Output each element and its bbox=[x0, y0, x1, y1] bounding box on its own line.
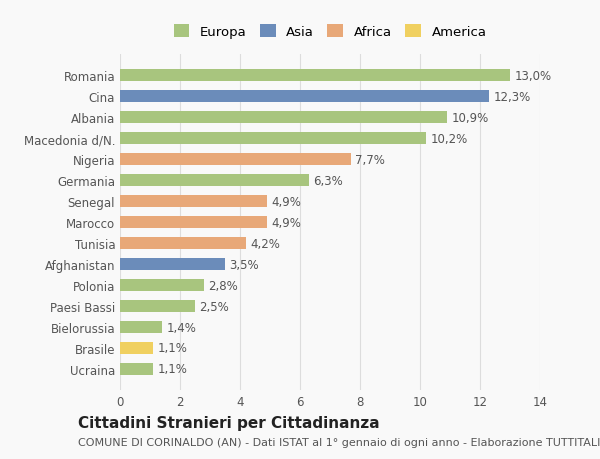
Bar bbox=[120, 259, 225, 270]
Text: 10,2%: 10,2% bbox=[431, 132, 468, 146]
Bar bbox=[120, 133, 426, 145]
Text: 10,9%: 10,9% bbox=[452, 112, 489, 124]
Text: 7,7%: 7,7% bbox=[355, 153, 385, 166]
Text: 4,2%: 4,2% bbox=[251, 237, 280, 250]
Text: 13,0%: 13,0% bbox=[515, 70, 551, 83]
Bar bbox=[120, 91, 489, 103]
Text: 4,9%: 4,9% bbox=[271, 216, 301, 229]
Text: 1,1%: 1,1% bbox=[157, 342, 187, 355]
Bar bbox=[120, 154, 351, 166]
Text: 3,5%: 3,5% bbox=[229, 258, 259, 271]
Bar bbox=[120, 196, 267, 207]
Text: 2,8%: 2,8% bbox=[209, 279, 238, 292]
Text: COMUNE DI CORINALDO (AN) - Dati ISTAT al 1° gennaio di ogni anno - Elaborazione : COMUNE DI CORINALDO (AN) - Dati ISTAT al… bbox=[78, 437, 600, 447]
Text: 6,3%: 6,3% bbox=[314, 174, 343, 187]
Bar bbox=[120, 301, 195, 312]
Text: 12,3%: 12,3% bbox=[494, 90, 531, 103]
Bar bbox=[120, 175, 309, 186]
Bar bbox=[120, 342, 153, 354]
Legend: Europa, Asia, Africa, America: Europa, Asia, Africa, America bbox=[167, 18, 493, 45]
Bar bbox=[120, 217, 267, 229]
Bar bbox=[120, 364, 153, 375]
Bar bbox=[120, 70, 510, 82]
Text: 2,5%: 2,5% bbox=[199, 300, 229, 313]
Text: 1,1%: 1,1% bbox=[157, 363, 187, 375]
Text: Cittadini Stranieri per Cittadinanza: Cittadini Stranieri per Cittadinanza bbox=[78, 415, 380, 430]
Bar bbox=[120, 322, 162, 333]
Text: 4,9%: 4,9% bbox=[271, 195, 301, 208]
Bar bbox=[120, 280, 204, 291]
Text: 1,4%: 1,4% bbox=[167, 321, 196, 334]
Bar bbox=[120, 112, 447, 123]
Bar bbox=[120, 238, 246, 249]
